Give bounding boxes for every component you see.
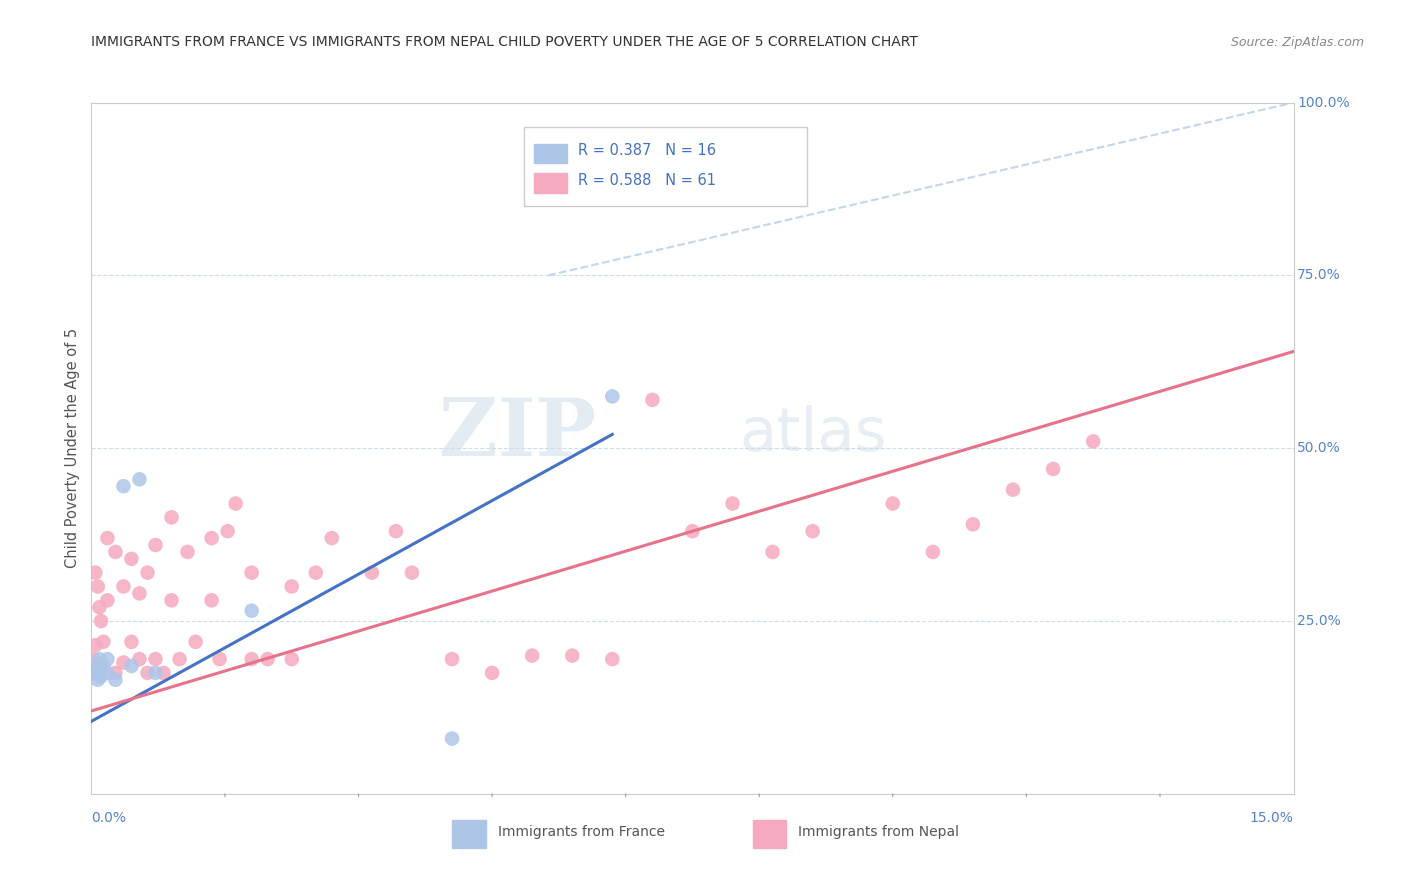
Point bbox=[1001, 483, 1024, 497]
Point bbox=[240, 604, 263, 618]
Point bbox=[169, 652, 191, 666]
Text: ZIP: ZIP bbox=[439, 395, 596, 474]
Point bbox=[145, 652, 167, 666]
Point bbox=[84, 566, 107, 580]
Point bbox=[96, 531, 118, 545]
FancyBboxPatch shape bbox=[534, 144, 568, 163]
Point bbox=[87, 580, 110, 594]
Point bbox=[641, 392, 664, 407]
Point bbox=[82, 652, 104, 666]
Point bbox=[1042, 462, 1064, 476]
FancyBboxPatch shape bbox=[524, 127, 807, 206]
Point bbox=[561, 648, 583, 663]
Point bbox=[882, 496, 904, 510]
Point bbox=[321, 531, 343, 545]
Point bbox=[112, 580, 135, 594]
Point bbox=[256, 652, 278, 666]
Point bbox=[721, 496, 744, 510]
Point bbox=[104, 665, 127, 680]
Text: atlas: atlas bbox=[740, 405, 886, 464]
Point bbox=[240, 566, 263, 580]
Point bbox=[121, 659, 143, 673]
Text: 50.0%: 50.0% bbox=[1298, 442, 1341, 455]
Point bbox=[145, 665, 167, 680]
Point bbox=[602, 652, 624, 666]
Y-axis label: Child Poverty Under the Age of 5: Child Poverty Under the Age of 5 bbox=[65, 328, 80, 568]
Point bbox=[84, 638, 107, 652]
Point bbox=[89, 659, 111, 673]
Point bbox=[801, 524, 824, 539]
Point bbox=[104, 673, 127, 687]
Point bbox=[93, 635, 115, 649]
Point bbox=[281, 652, 304, 666]
Point bbox=[160, 510, 183, 524]
Text: 0.0%: 0.0% bbox=[91, 811, 127, 825]
Text: R = 0.387   N = 16: R = 0.387 N = 16 bbox=[578, 144, 716, 159]
Point bbox=[602, 389, 624, 403]
Point bbox=[401, 566, 423, 580]
Point bbox=[93, 659, 115, 673]
Point bbox=[83, 662, 105, 677]
Point bbox=[440, 731, 463, 746]
Point bbox=[360, 566, 382, 580]
Point bbox=[922, 545, 945, 559]
Point bbox=[762, 545, 785, 559]
Point bbox=[184, 635, 207, 649]
Point bbox=[681, 524, 703, 539]
Point bbox=[128, 586, 150, 600]
Point bbox=[1083, 434, 1105, 449]
FancyBboxPatch shape bbox=[752, 820, 786, 847]
Point bbox=[104, 545, 127, 559]
Point bbox=[152, 665, 174, 680]
Point bbox=[87, 673, 110, 687]
Point bbox=[160, 593, 183, 607]
Point bbox=[201, 593, 224, 607]
Text: Source: ZipAtlas.com: Source: ZipAtlas.com bbox=[1230, 36, 1364, 49]
Point bbox=[136, 566, 159, 580]
Point bbox=[176, 545, 198, 559]
Point bbox=[240, 652, 263, 666]
Point bbox=[112, 656, 135, 670]
Point bbox=[305, 566, 328, 580]
Point bbox=[225, 496, 247, 510]
Point bbox=[112, 479, 135, 493]
Point bbox=[201, 531, 224, 545]
Text: 100.0%: 100.0% bbox=[1298, 95, 1350, 110]
Point bbox=[89, 600, 111, 615]
Point bbox=[136, 665, 159, 680]
Text: R = 0.588   N = 61: R = 0.588 N = 61 bbox=[578, 173, 716, 188]
Point bbox=[90, 614, 112, 628]
Point bbox=[208, 652, 231, 666]
Point bbox=[84, 659, 107, 673]
Point bbox=[217, 524, 239, 539]
Point bbox=[82, 665, 104, 680]
Text: Immigrants from France: Immigrants from France bbox=[498, 825, 665, 838]
Point bbox=[440, 652, 463, 666]
Text: Immigrants from Nepal: Immigrants from Nepal bbox=[799, 825, 959, 838]
Point bbox=[385, 524, 408, 539]
Point bbox=[281, 580, 304, 594]
Point bbox=[83, 665, 105, 680]
Point bbox=[481, 665, 503, 680]
Point bbox=[128, 652, 150, 666]
Point bbox=[121, 551, 143, 566]
Point bbox=[96, 665, 118, 680]
Point bbox=[89, 652, 111, 666]
Text: 15.0%: 15.0% bbox=[1250, 811, 1294, 825]
Point bbox=[121, 635, 143, 649]
FancyBboxPatch shape bbox=[451, 820, 485, 847]
FancyBboxPatch shape bbox=[534, 173, 568, 194]
Point bbox=[145, 538, 167, 552]
Point bbox=[96, 593, 118, 607]
Text: 25.0%: 25.0% bbox=[1298, 614, 1341, 628]
Point bbox=[128, 472, 150, 486]
Point bbox=[962, 517, 984, 532]
Point bbox=[522, 648, 544, 663]
Text: 75.0%: 75.0% bbox=[1298, 268, 1341, 283]
Point bbox=[90, 669, 112, 683]
Point bbox=[96, 652, 118, 666]
Text: IMMIGRANTS FROM FRANCE VS IMMIGRANTS FROM NEPAL CHILD POVERTY UNDER THE AGE OF 5: IMMIGRANTS FROM FRANCE VS IMMIGRANTS FRO… bbox=[91, 35, 918, 49]
